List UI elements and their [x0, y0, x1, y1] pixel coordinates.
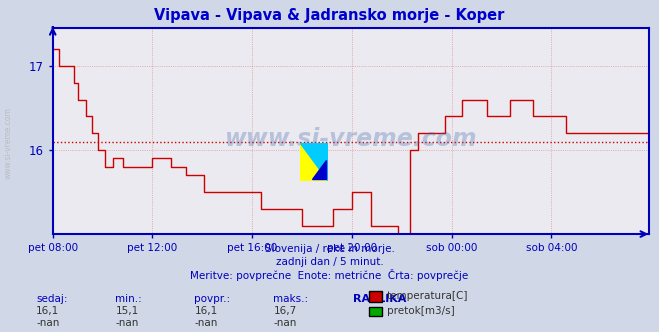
Text: 15,1: 15,1 — [115, 306, 138, 316]
Text: temperatura[C]: temperatura[C] — [387, 291, 469, 301]
Text: maks.:: maks.: — [273, 294, 308, 304]
Text: -nan: -nan — [36, 318, 59, 328]
Text: www.si-vreme.com: www.si-vreme.com — [225, 127, 477, 151]
Text: 16,7: 16,7 — [273, 306, 297, 316]
Text: Vipava - Vipava & Jadransko morje - Koper: Vipava - Vipava & Jadransko morje - Kope… — [154, 8, 505, 23]
Polygon shape — [312, 160, 326, 179]
Text: -nan: -nan — [194, 318, 217, 328]
Text: www.si-vreme.com: www.si-vreme.com — [4, 107, 13, 179]
Text: 16,1: 16,1 — [194, 306, 217, 316]
Text: sedaj:: sedaj: — [36, 294, 68, 304]
Text: -nan: -nan — [273, 318, 297, 328]
Text: -nan: -nan — [115, 318, 138, 328]
Text: zadnji dan / 5 minut.: zadnji dan / 5 minut. — [275, 257, 384, 267]
Text: 16,1: 16,1 — [36, 306, 59, 316]
Text: min.:: min.: — [115, 294, 142, 304]
Polygon shape — [300, 143, 328, 181]
Text: Slovenija / reke in morje.: Slovenija / reke in morje. — [264, 244, 395, 254]
Text: povpr.:: povpr.: — [194, 294, 231, 304]
Text: RAZLIKA: RAZLIKA — [353, 294, 406, 304]
Text: Meritve: povprečne  Enote: metrične  Črta: povprečje: Meritve: povprečne Enote: metrične Črta:… — [190, 269, 469, 281]
Text: pretok[m3/s]: pretok[m3/s] — [387, 306, 455, 316]
Polygon shape — [300, 143, 328, 181]
